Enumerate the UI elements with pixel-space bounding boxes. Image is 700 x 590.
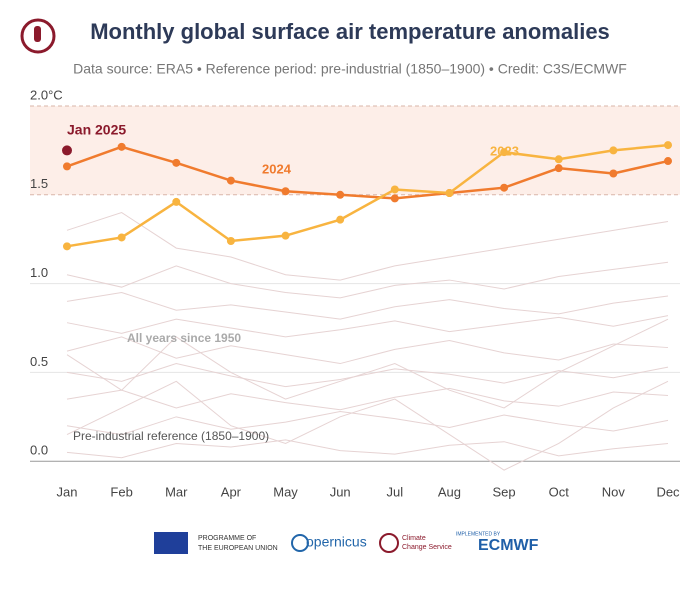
point bbox=[554, 155, 563, 164]
chart-title: Monthly global surface air temperature a… bbox=[90, 19, 610, 44]
x-tick-label: Aug bbox=[438, 484, 461, 499]
background-line bbox=[66, 336, 669, 365]
point bbox=[664, 141, 672, 150]
series-label: Jan 2025 bbox=[67, 122, 126, 138]
point bbox=[281, 187, 290, 196]
footer-text: PROGRAMME OF bbox=[198, 535, 256, 542]
y-tick-label: 1.5 bbox=[30, 176, 48, 191]
x-tick-label: May bbox=[273, 484, 298, 499]
x-tick-label: Jul bbox=[387, 484, 404, 499]
x-tick-label: Jun bbox=[330, 484, 351, 499]
point bbox=[117, 142, 126, 151]
y-tick-label: 0.0 bbox=[30, 443, 48, 458]
x-tick-label: Sep bbox=[493, 484, 516, 499]
series-label: 2024 bbox=[262, 161, 292, 176]
y-tick-label: 1.0 bbox=[30, 265, 48, 280]
point bbox=[63, 162, 71, 171]
x-tick-label: Nov bbox=[602, 484, 626, 499]
background-line bbox=[66, 387, 669, 411]
annotation: All years since 1950 bbox=[127, 331, 241, 345]
point bbox=[500, 183, 509, 192]
x-tick-label: Apr bbox=[221, 484, 242, 499]
line bbox=[66, 145, 669, 200]
background-line bbox=[66, 439, 669, 459]
x-tick-label: Feb bbox=[110, 484, 132, 499]
point bbox=[445, 189, 454, 198]
x-tick-label: Jan bbox=[57, 484, 78, 499]
footer-text: opernicus bbox=[306, 534, 367, 550]
footer-text: THE EUROPEAN UNION bbox=[198, 545, 278, 552]
shaded-band bbox=[30, 106, 680, 195]
point bbox=[609, 146, 618, 155]
point bbox=[62, 145, 72, 156]
background-line bbox=[66, 291, 669, 320]
point bbox=[117, 233, 126, 242]
background-line bbox=[66, 212, 669, 281]
plot-area: 0.0 0.5 1.0 1.5 2.0°C All years since 1950 Pre… bbox=[30, 87, 680, 499]
background-line bbox=[66, 380, 669, 471]
background-line bbox=[66, 261, 669, 299]
footer-logos: PROGRAMME OF THE EUROPEAN UNION opernicu… bbox=[154, 531, 539, 554]
point bbox=[390, 194, 399, 203]
line bbox=[66, 143, 669, 248]
footer-text: IMPLEMENTED BY bbox=[456, 531, 501, 537]
background-line bbox=[66, 318, 669, 409]
chart-subtitle: Data source: ERA5 • Reference period: pr… bbox=[73, 61, 627, 77]
point bbox=[554, 164, 563, 173]
footer-text: Climate bbox=[402, 535, 426, 542]
annotation: Pre-industrial reference (1850–1900) bbox=[73, 429, 269, 443]
point bbox=[226, 236, 235, 245]
point bbox=[172, 197, 181, 206]
footer-text: ECMWF bbox=[478, 537, 539, 554]
point bbox=[63, 242, 71, 251]
x-tick-label: Mar bbox=[165, 484, 188, 499]
logo bbox=[20, 18, 56, 54]
point bbox=[664, 157, 672, 166]
point bbox=[336, 215, 345, 224]
point bbox=[281, 231, 290, 240]
footer-text: Change Service bbox=[402, 544, 452, 551]
x-tick-label: Oct bbox=[549, 484, 570, 499]
y-tick-label: 2.0°C bbox=[30, 87, 63, 102]
point bbox=[172, 158, 181, 167]
background-line bbox=[66, 315, 669, 338]
point bbox=[336, 190, 345, 199]
y-tick-label: 0.5 bbox=[30, 354, 48, 369]
point bbox=[609, 169, 618, 178]
point bbox=[500, 148, 509, 157]
x-tick-label: Dec bbox=[656, 484, 680, 499]
background-line bbox=[66, 410, 669, 436]
point bbox=[226, 176, 235, 185]
point bbox=[390, 185, 399, 194]
series-label: 2023 bbox=[490, 143, 519, 158]
background-line bbox=[66, 363, 669, 388]
